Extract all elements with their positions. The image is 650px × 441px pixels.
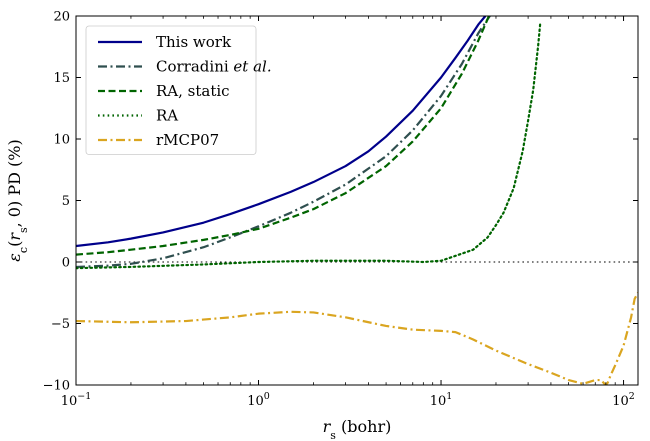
legend-label-0: This work xyxy=(156,33,232,51)
legend-label-4: rMCP07 xyxy=(156,131,219,149)
x-tick-label: 101 xyxy=(430,391,453,409)
y-tick-label: −10 xyxy=(43,379,70,394)
x-tick-label: 10−1 xyxy=(61,391,92,409)
legend: This work Corradini et al. RA, static RA rMC… xyxy=(85,25,272,155)
legend-label-2: RA, static xyxy=(156,82,230,100)
y-tick-label: 15 xyxy=(53,71,70,86)
legend-label-1: Corradini et al. xyxy=(156,58,272,76)
legend-label-3: RA xyxy=(156,107,178,125)
series-line-4 xyxy=(76,292,638,385)
series-layer xyxy=(76,16,638,385)
x-tick-label: 102 xyxy=(612,391,635,409)
y-tick-label: 5 xyxy=(62,194,70,209)
y-tick-label: −5 xyxy=(51,317,70,332)
x-tick-label: 100 xyxy=(247,391,270,409)
y-tick-label: 10 xyxy=(53,133,70,148)
ticks-layer: −10 −5 0 5 10 15 20 10−1 100 101 102 xyxy=(43,10,638,409)
series-line-1 xyxy=(76,16,491,269)
legend-box xyxy=(85,25,257,155)
x-axis-label: rs (bohr) xyxy=(323,417,392,441)
y-tick-label: 0 xyxy=(62,256,70,271)
series-line-0 xyxy=(76,16,487,248)
y-axis-label: εc(rs, 0) PD (%) xyxy=(5,139,30,261)
series-line-3 xyxy=(76,21,542,270)
y-tick-label: 20 xyxy=(53,10,70,25)
